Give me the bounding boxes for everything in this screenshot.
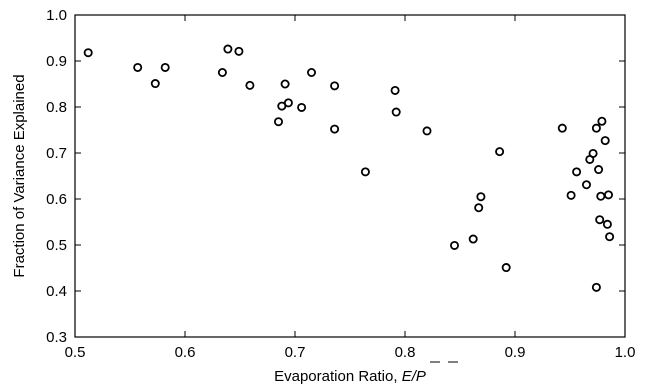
- y-tick-label: 0.3: [46, 329, 67, 346]
- data-point: [217, 68, 227, 78]
- data-point: [449, 240, 459, 250]
- x-axis-label: Evaporation Ratio, E/P: [274, 368, 426, 385]
- x-axis-label-text: Evaporation Ratio,: [274, 368, 402, 385]
- data-point: [501, 263, 511, 273]
- y-axis-label: Fraction of Variance Explained: [11, 74, 28, 277]
- data-point: [495, 147, 505, 157]
- data-point: [360, 167, 370, 177]
- y-tick-label: 1.0: [46, 7, 67, 24]
- y-tick-label: 0.7: [46, 145, 67, 162]
- x-tick-label: 0.7: [285, 344, 306, 361]
- y-tick-label: 0.4: [46, 283, 67, 300]
- data-point: [582, 180, 592, 190]
- plot-frame: [74, 14, 626, 338]
- data-point: [604, 190, 614, 200]
- x-tick-label: 0.5: [65, 344, 86, 361]
- data-point: [160, 62, 170, 72]
- data-point: [591, 123, 601, 133]
- data-point: [306, 68, 316, 78]
- data-point: [234, 46, 244, 56]
- data-point: [83, 48, 93, 58]
- y-tick-label: 0.5: [46, 237, 67, 254]
- data-point: [150, 79, 160, 89]
- data-point: [595, 215, 605, 225]
- x-tick-label: 0.9: [505, 344, 526, 361]
- data-point: [280, 79, 290, 89]
- data-point: [390, 85, 400, 95]
- y-tick-label: 0.6: [46, 191, 67, 208]
- data-point: [273, 117, 283, 127]
- data-point: [596, 191, 606, 201]
- data-point: [133, 62, 143, 72]
- y-tick-label: 0.8: [46, 99, 67, 116]
- data-point: [283, 98, 293, 108]
- data-point: [422, 126, 432, 136]
- data-point: [591, 282, 601, 292]
- data-point: [245, 80, 255, 90]
- data-point: [572, 167, 582, 177]
- data-points: [83, 44, 615, 292]
- data-point: [391, 107, 401, 117]
- x-tick-label: 0.6: [175, 344, 196, 361]
- x-axis-label-math: E/P: [402, 368, 426, 385]
- axis-ticks: 0.5 0.6 0.7 0.8 0.9 1.0 0.3 0.4 0.5 0.6 0.7 0.8 0.9 1…: [46, 7, 635, 361]
- data-point: [330, 81, 340, 91]
- x-tick-label: 0.8: [395, 344, 416, 361]
- data-point: [605, 232, 615, 242]
- data-point: [474, 203, 484, 213]
- data-point: [476, 192, 486, 202]
- data-point: [330, 124, 340, 134]
- data-point: [223, 44, 233, 54]
- data-point: [297, 102, 307, 112]
- x-tick-label: 1.0: [615, 344, 636, 361]
- data-point: [468, 234, 478, 244]
- y-tick-label: 0.9: [46, 53, 67, 70]
- data-point: [557, 123, 567, 133]
- data-point: [600, 136, 610, 146]
- data-point: [597, 116, 607, 126]
- data-point: [566, 190, 576, 200]
- data-point: [588, 148, 598, 158]
- data-point: [602, 219, 612, 229]
- data-point: [594, 165, 604, 175]
